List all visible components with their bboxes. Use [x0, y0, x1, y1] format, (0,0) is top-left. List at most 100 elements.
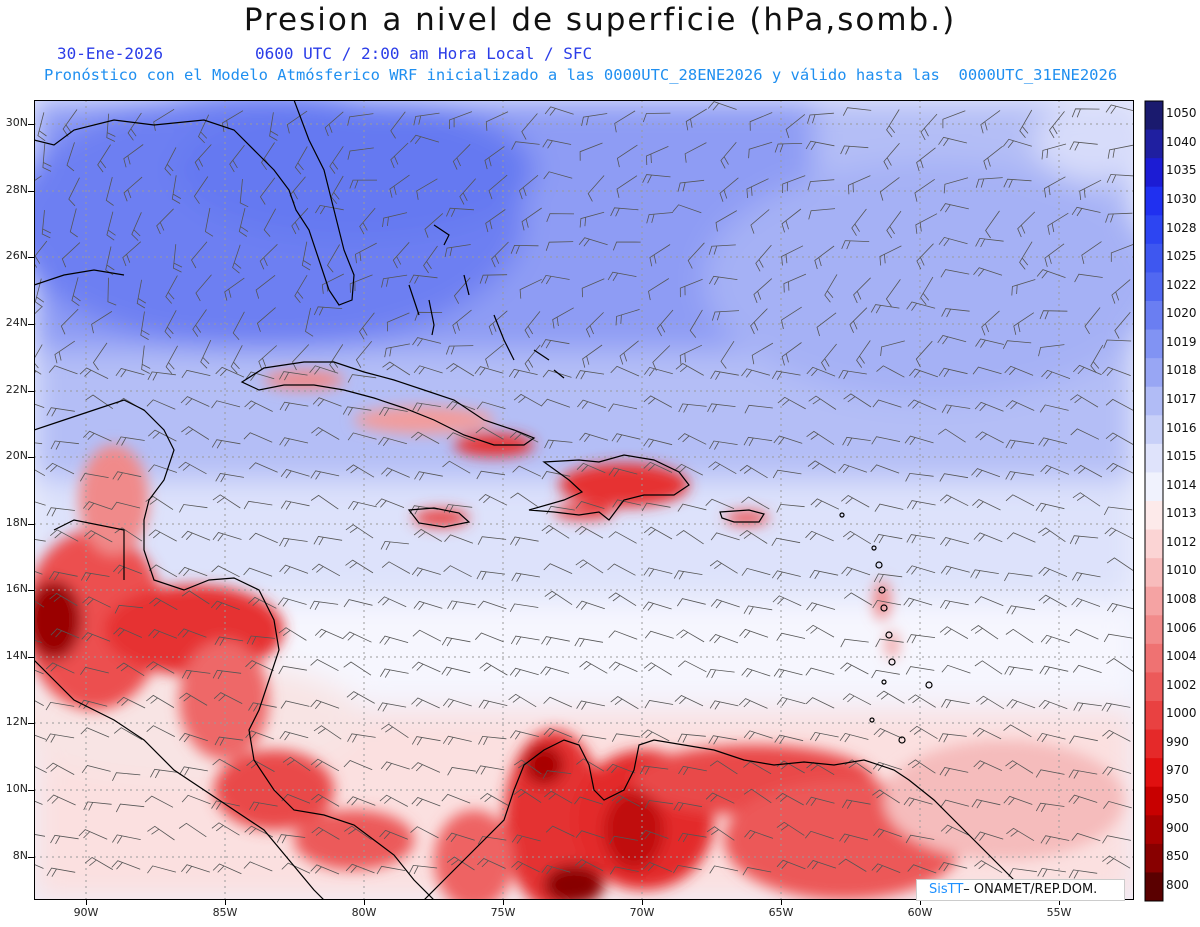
wind-barb [444, 244, 471, 257]
wind-barb [34, 863, 44, 869]
wind-barb [542, 770, 572, 779]
wind-barb [181, 794, 211, 805]
wind-barb [311, 793, 340, 807]
colorbar-swatch [1145, 615, 1163, 645]
wind-barb [81, 765, 111, 774]
wind-barb [839, 833, 869, 843]
wind-barb [259, 244, 278, 270]
wind-barb [244, 400, 273, 412]
wind-barb [476, 470, 506, 480]
wind-barb [1011, 279, 1036, 296]
wind-barb [804, 830, 834, 840]
wind-barb [1071, 108, 1100, 118]
wind-barb [608, 592, 637, 607]
wind-barb [34, 278, 45, 308]
wind-barb [1107, 144, 1134, 159]
wind-barb [111, 501, 141, 510]
wind-barb [511, 834, 541, 844]
wind-barb [841, 495, 870, 508]
wind-barb [1005, 471, 1034, 481]
wind-barb [587, 175, 605, 202]
wind-barb [581, 113, 608, 126]
wind-barb [329, 146, 344, 174]
wind-barb [294, 146, 308, 175]
wind-barb [643, 861, 673, 872]
colorbar-swatch [1145, 101, 1163, 131]
wind-barb [212, 494, 241, 509]
wind-barb [1013, 312, 1035, 335]
wind-barb [575, 501, 605, 509]
cuba-coast [240, 361, 536, 446]
wind-barb [1040, 464, 1070, 475]
wind-barb [540, 339, 570, 349]
lat-label: 28N [5, 183, 28, 196]
sistt-logo: SisTT [929, 882, 964, 897]
wind-barb [1044, 243, 1065, 267]
wind-barb [1019, 109, 1033, 138]
wind-barb [491, 241, 509, 268]
wind-barb [249, 801, 278, 811]
wind-barb [1005, 494, 1035, 507]
colorbar-swatch [1145, 472, 1163, 502]
wind-barb [839, 732, 869, 743]
colorbar-label: 1022 [1166, 277, 1197, 292]
wind-barb [970, 625, 999, 640]
wind-barb [1068, 769, 1098, 779]
wind-barb [1036, 269, 1066, 279]
wind-barb [646, 212, 674, 224]
wind-barb [619, 340, 639, 365]
wind-barb [749, 112, 773, 131]
wind-barb [243, 861, 273, 872]
wind-barb [149, 597, 178, 611]
lat-label: 10N [5, 782, 28, 795]
wind-barb [675, 363, 704, 376]
wind-barb [612, 241, 641, 251]
wind-barb [709, 700, 739, 710]
wind-barb [1102, 835, 1131, 844]
wind-barb [742, 867, 772, 876]
wind-barb [484, 146, 505, 170]
wind-barb [885, 279, 901, 307]
wind-barb [1101, 366, 1131, 376]
wind-barb [940, 203, 969, 213]
wind-barb [673, 570, 703, 580]
wind-barb [245, 730, 275, 740]
wind-barb [755, 244, 772, 272]
wind-barb [643, 438, 673, 448]
wind-barb [938, 862, 968, 872]
lat-label: 20N [5, 449, 28, 462]
wind-barb [178, 822, 207, 838]
wind-barb [975, 237, 1004, 248]
wind-barb [48, 365, 78, 375]
wind-barb [249, 532, 278, 544]
wind-barb [739, 464, 768, 479]
wind-barb [452, 309, 472, 334]
wind-barb [34, 699, 44, 706]
wind-barb [576, 462, 606, 474]
wind-barb [743, 730, 773, 740]
wind-barb [115, 368, 145, 378]
wind-barb [60, 308, 79, 335]
wind-barb [1035, 769, 1065, 778]
wind-barb [244, 825, 273, 838]
wind-barb [79, 367, 109, 379]
wind-barb [447, 600, 476, 610]
wind-barb [1005, 439, 1035, 449]
wind-barb [706, 826, 735, 841]
colorbar-swatch [1145, 786, 1163, 816]
colorbar-swatch [1145, 815, 1163, 845]
wind-barb [847, 175, 871, 195]
colorbar-label: 1040 [1166, 134, 1197, 149]
wind-barb [577, 734, 607, 744]
wind-barb [642, 601, 672, 611]
florida-coast [34, 100, 355, 306]
wind-barb [805, 530, 834, 542]
wind-barb [301, 241, 312, 271]
wind-barb [1037, 867, 1066, 878]
wind-barb [574, 637, 604, 648]
wind-barb [313, 725, 342, 740]
wind-barb [879, 177, 900, 201]
wind-barb [510, 492, 538, 507]
lat-tick [28, 524, 34, 525]
wind-barb [1105, 104, 1134, 114]
